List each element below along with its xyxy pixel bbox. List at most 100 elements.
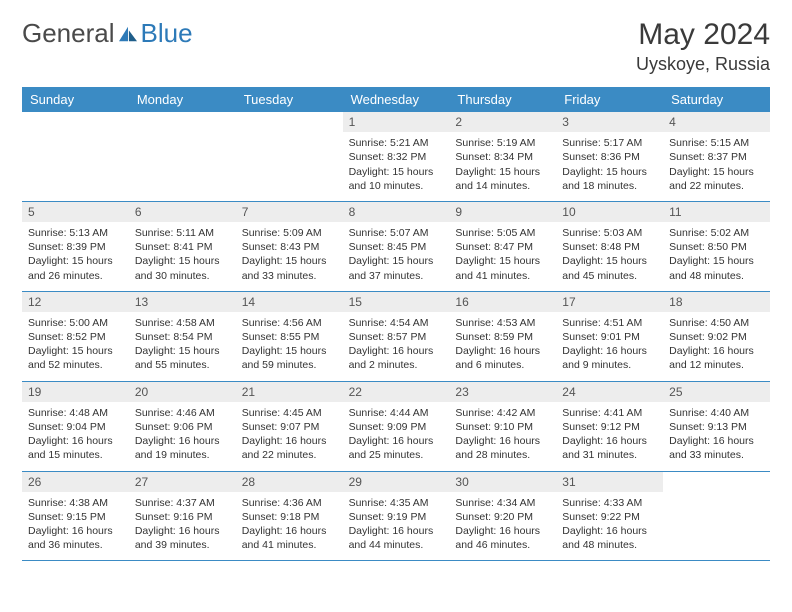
sunrise-line: Sunrise: 5:15 AM	[669, 136, 764, 150]
calendar-cell: 17Sunrise: 4:51 AMSunset: 9:01 PMDayligh…	[556, 292, 663, 381]
daylight-line: Daylight: 16 hours and 36 minutes.	[28, 524, 123, 552]
sunset-line: Sunset: 9:13 PM	[669, 420, 764, 434]
sunrise-line: Sunrise: 5:21 AM	[349, 136, 444, 150]
daylight-line: Daylight: 16 hours and 12 minutes.	[669, 344, 764, 372]
daylight-line: Daylight: 16 hours and 6 minutes.	[455, 344, 550, 372]
day-number: 9	[449, 202, 556, 222]
sunrise-line: Sunrise: 4:41 AM	[562, 406, 657, 420]
day-number: 19	[22, 382, 129, 402]
location: Uyskoye, Russia	[636, 54, 770, 75]
sunrise-line: Sunrise: 4:50 AM	[669, 316, 764, 330]
daylight-line: Daylight: 15 hours and 41 minutes.	[455, 254, 550, 282]
calendar-cell: 31Sunrise: 4:33 AMSunset: 9:22 PMDayligh…	[556, 472, 663, 561]
day-number: 18	[663, 292, 770, 312]
day-number: 20	[129, 382, 236, 402]
sunset-line: Sunset: 8:37 PM	[669, 150, 764, 164]
daylight-line: Daylight: 16 hours and 31 minutes.	[562, 434, 657, 462]
sunrise-line: Sunrise: 4:35 AM	[349, 496, 444, 510]
calendar-cell	[22, 112, 129, 201]
day-number: 13	[129, 292, 236, 312]
calendar-cell: 13Sunrise: 4:58 AMSunset: 8:54 PMDayligh…	[129, 292, 236, 381]
daylight-line: Daylight: 15 hours and 55 minutes.	[135, 344, 230, 372]
weekday-label: Friday	[556, 87, 663, 112]
sunrise-line: Sunrise: 4:48 AM	[28, 406, 123, 420]
sunrise-line: Sunrise: 5:02 AM	[669, 226, 764, 240]
brand-part1: General	[22, 18, 115, 49]
daylight-line: Daylight: 15 hours and 37 minutes.	[349, 254, 444, 282]
sunset-line: Sunset: 8:50 PM	[669, 240, 764, 254]
calendar-week: 1Sunrise: 5:21 AMSunset: 8:32 PMDaylight…	[22, 112, 770, 202]
calendar-cell: 25Sunrise: 4:40 AMSunset: 9:13 PMDayligh…	[663, 382, 770, 471]
sunset-line: Sunset: 9:06 PM	[135, 420, 230, 434]
sunrise-line: Sunrise: 4:34 AM	[455, 496, 550, 510]
calendar-cell: 4Sunrise: 5:15 AMSunset: 8:37 PMDaylight…	[663, 112, 770, 201]
weekday-label: Monday	[129, 87, 236, 112]
daylight-line: Daylight: 15 hours and 18 minutes.	[562, 165, 657, 193]
calendar-cell: 16Sunrise: 4:53 AMSunset: 8:59 PMDayligh…	[449, 292, 556, 381]
calendar-cell: 26Sunrise: 4:38 AMSunset: 9:15 PMDayligh…	[22, 472, 129, 561]
day-number: 1	[343, 112, 450, 132]
sunrise-line: Sunrise: 5:11 AM	[135, 226, 230, 240]
day-number: 25	[663, 382, 770, 402]
sunset-line: Sunset: 8:43 PM	[242, 240, 337, 254]
calendar-week: 26Sunrise: 4:38 AMSunset: 9:15 PMDayligh…	[22, 472, 770, 562]
sunset-line: Sunset: 9:18 PM	[242, 510, 337, 524]
sunrise-line: Sunrise: 4:54 AM	[349, 316, 444, 330]
calendar-cell: 14Sunrise: 4:56 AMSunset: 8:55 PMDayligh…	[236, 292, 343, 381]
day-number: 24	[556, 382, 663, 402]
day-number: 31	[556, 472, 663, 492]
daylight-line: Daylight: 16 hours and 2 minutes.	[349, 344, 444, 372]
daylight-line: Daylight: 16 hours and 39 minutes.	[135, 524, 230, 552]
day-number: 11	[663, 202, 770, 222]
sunrise-line: Sunrise: 4:56 AM	[242, 316, 337, 330]
sunrise-line: Sunrise: 5:05 AM	[455, 226, 550, 240]
brand-logo: General Blue	[22, 18, 193, 49]
sunset-line: Sunset: 9:12 PM	[562, 420, 657, 434]
sunset-line: Sunset: 8:36 PM	[562, 150, 657, 164]
daylight-line: Daylight: 16 hours and 46 minutes.	[455, 524, 550, 552]
calendar-cell: 15Sunrise: 4:54 AMSunset: 8:57 PMDayligh…	[343, 292, 450, 381]
sunset-line: Sunset: 9:04 PM	[28, 420, 123, 434]
day-number: 23	[449, 382, 556, 402]
weekday-header: Sunday Monday Tuesday Wednesday Thursday…	[22, 87, 770, 112]
daylight-line: Daylight: 16 hours and 28 minutes.	[455, 434, 550, 462]
sunset-line: Sunset: 9:02 PM	[669, 330, 764, 344]
sunset-line: Sunset: 8:54 PM	[135, 330, 230, 344]
sunrise-line: Sunrise: 5:17 AM	[562, 136, 657, 150]
calendar-cell: 22Sunrise: 4:44 AMSunset: 9:09 PMDayligh…	[343, 382, 450, 471]
calendar-cell: 3 Sunrise: 5:17 AMSunset: 8:36 PMDaylight…	[556, 112, 663, 201]
sunrise-line: Sunrise: 4:38 AM	[28, 496, 123, 510]
calendar-cell: 19Sunrise: 4:48 AMSunset: 9:04 PMDayligh…	[22, 382, 129, 471]
daylight-line: Daylight: 16 hours and 41 minutes.	[242, 524, 337, 552]
day-number: 10	[556, 202, 663, 222]
sunrise-line: Sunrise: 4:36 AM	[242, 496, 337, 510]
daylight-line: Daylight: 16 hours and 33 minutes.	[669, 434, 764, 462]
daylight-line: Daylight: 15 hours and 59 minutes.	[242, 344, 337, 372]
daylight-line: Daylight: 15 hours and 45 minutes.	[562, 254, 657, 282]
sunrise-line: Sunrise: 4:33 AM	[562, 496, 657, 510]
daylight-line: Daylight: 16 hours and 22 minutes.	[242, 434, 337, 462]
day-number: 3	[556, 112, 663, 132]
calendar: Sunday Monday Tuesday Wednesday Thursday…	[22, 87, 770, 561]
sunrise-line: Sunrise: 5:19 AM	[455, 136, 550, 150]
calendar-cell: 23Sunrise: 4:42 AMSunset: 9:10 PMDayligh…	[449, 382, 556, 471]
calendar-cell	[236, 112, 343, 201]
calendar-week: 12Sunrise: 5:00 AMSunset: 8:52 PMDayligh…	[22, 292, 770, 382]
daylight-line: Daylight: 15 hours and 26 minutes.	[28, 254, 123, 282]
calendar-cell: 24 Sunrise: 4:41 AMSunset: 9:12 PMDayligh…	[556, 382, 663, 471]
weekday-label: Saturday	[663, 87, 770, 112]
calendar-week: 5Sunrise: 5:13 AMSunset: 8:39 PMDaylight…	[22, 202, 770, 292]
daylight-line: Daylight: 16 hours and 9 minutes.	[562, 344, 657, 372]
sunset-line: Sunset: 8:45 PM	[349, 240, 444, 254]
month-year: May 2024	[636, 18, 770, 52]
day-number: 12	[22, 292, 129, 312]
day-number: 15	[343, 292, 450, 312]
sunset-line: Sunset: 9:09 PM	[349, 420, 444, 434]
header: General Blue May 2024 Uyskoye, Russia	[22, 18, 770, 75]
day-number: 17	[556, 292, 663, 312]
day-number: 2	[449, 112, 556, 132]
sunrise-line: Sunrise: 4:51 AM	[562, 316, 657, 330]
sunset-line: Sunset: 8:55 PM	[242, 330, 337, 344]
day-number: 5	[22, 202, 129, 222]
sail-icon	[117, 25, 139, 43]
